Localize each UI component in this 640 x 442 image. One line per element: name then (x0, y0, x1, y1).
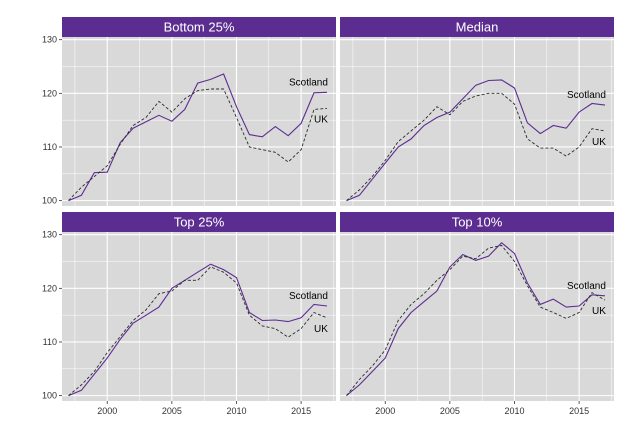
panel-title: Bottom 25% (164, 20, 235, 35)
panel-background (62, 232, 336, 401)
x-tick-label: 2000 (375, 406, 395, 416)
panel-0: Bottom 25% 100 110 120 130 Scotland UK (42, 17, 336, 206)
scotland-series-line (68, 73, 328, 202)
x-tick-label: 2010 (504, 406, 524, 416)
panel-strip (340, 212, 614, 232)
panel-background (340, 37, 614, 206)
uk-series-label: UK (592, 306, 606, 317)
x-tick-label: 2015 (569, 406, 589, 416)
scotland-series-label: Scotland (567, 90, 606, 101)
scotland-series-label: Scotland (289, 291, 328, 302)
y-tick-label: 100 (42, 391, 57, 401)
panel-background (340, 232, 614, 401)
scotland-series-line (68, 263, 328, 397)
x-tick-label: 2000 (97, 406, 117, 416)
uk-series-label: UK (314, 324, 328, 335)
uk-series-line (346, 244, 606, 396)
y-tick-label: 130 (42, 230, 57, 240)
panel-2: Top 25% 100 110 120 130 2000 2005 2010 2015 Scotl… (42, 212, 336, 416)
y-tick-label: 120 (42, 88, 57, 98)
uk-series-label: UK (592, 137, 606, 148)
panel-3: Top 10% 2000 2005 2010 2015 Scotland UK (340, 212, 614, 416)
panel-strip (62, 212, 336, 232)
uk-series-line (68, 266, 328, 396)
x-tick-label: 2005 (162, 406, 182, 416)
panel-title: Top 10% (452, 215, 503, 230)
scotland-series-label: Scotland (289, 77, 328, 88)
scotland-series-line (346, 79, 606, 202)
y-tick-label: 120 (42, 283, 57, 293)
scotland-series-line (346, 241, 606, 397)
scotland-series-label: Scotland (567, 281, 606, 292)
uk-series-line (68, 88, 328, 201)
y-tick-label: 110 (43, 337, 57, 347)
y-tick-label: 100 (42, 196, 57, 206)
x-tick-label: 2005 (440, 406, 460, 416)
x-tick-label: 2010 (226, 406, 246, 416)
panel-background (62, 37, 336, 206)
y-tick-label: 110 (43, 142, 57, 152)
panel-strip (62, 17, 336, 37)
panel-title: Top 25% (174, 215, 225, 230)
panel-1: Median Scotland UK (340, 17, 614, 206)
uk-series-label: UK (314, 114, 328, 125)
panel-strip (340, 17, 614, 37)
x-tick-label: 2015 (291, 406, 311, 416)
panel-title: Median (456, 20, 499, 35)
y-tick-label: 130 (42, 35, 57, 45)
